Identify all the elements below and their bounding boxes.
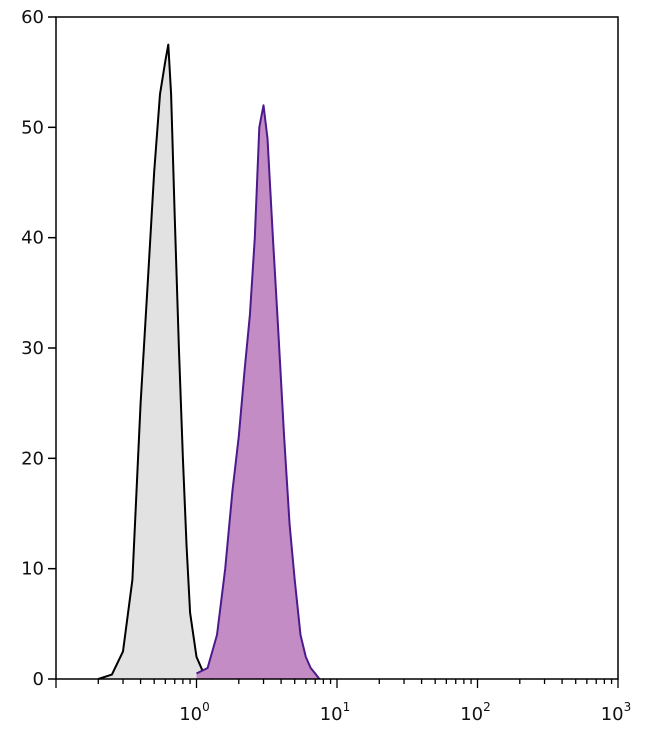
series-2-area [196, 105, 320, 680]
y-tick-label: 20 [21, 448, 44, 469]
x-tick-label: 102 [460, 700, 491, 725]
y-tick-label: 60 [21, 7, 44, 28]
y-tick-label: 30 [21, 338, 44, 359]
x-tick-label: 103 [601, 700, 632, 725]
x-tick-label: 100 [179, 700, 210, 725]
y-tick-label: 0 [33, 669, 44, 690]
x-tick-label: 101 [320, 700, 351, 725]
series-1-line [97, 43, 214, 680]
y-tick-label: 10 [21, 559, 44, 580]
series-layer [97, 43, 321, 680]
y-tick-label: 50 [21, 117, 44, 138]
tick-labels: 0 10 20 30 40 50 60 100 101 102 103 [21, 7, 631, 725]
y-tick-label: 40 [21, 228, 44, 249]
series-2-line [196, 104, 321, 680]
series-1-area [98, 44, 213, 680]
axes [48, 16, 619, 688]
